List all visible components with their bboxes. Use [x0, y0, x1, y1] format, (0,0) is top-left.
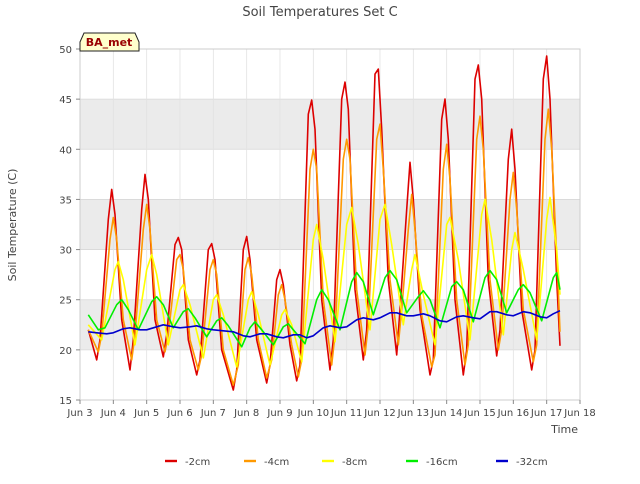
x-tick-label: Jun 3 [66, 408, 92, 419]
plot-frame [79, 48, 581, 401]
y-tick-label: 50 [59, 45, 72, 56]
series-lines [87, 55, 561, 391]
x-axis-label: Time [550, 423, 578, 436]
y-tick-label: 20 [59, 346, 72, 357]
legend-item: -4cm [244, 457, 289, 468]
background-band [80, 199, 580, 250]
y-tick-label: 35 [59, 195, 72, 206]
x-tick-label: Jun 4 [100, 408, 126, 419]
series-line-32cm [88, 309, 561, 339]
x-tick-label: Jun 17 [530, 408, 563, 419]
y-tick-label: 15 [59, 396, 72, 407]
y-tick-label: 25 [59, 296, 72, 307]
legend-label: -32cm [516, 457, 548, 468]
background-band [80, 99, 580, 150]
y-axis-label: Soil Temperature (C) [6, 169, 19, 282]
x-tick-label: Jun 14 [430, 408, 463, 419]
y-tick-label: 30 [59, 246, 72, 257]
y-tick-label: 45 [59, 95, 72, 106]
series-line-4cm [87, 108, 561, 386]
legend-item: -8cm [322, 457, 367, 468]
chart-title: Soil Temperatures Set C [242, 5, 397, 20]
axes: 15 20 25 30 35 40 45 50 Jun 3 Jun 4 Jun 5 Jun 6 Jun … [59, 45, 596, 419]
x-tick-label: Jun 18 [563, 408, 596, 419]
x-tick-label: Jun 5 [133, 408, 159, 419]
legend: -2cm -4cm -8cm -16cm -32cm [165, 457, 548, 468]
x-tick-label: Jun 9 [266, 408, 292, 419]
x-tick-label: Jun 7 [200, 408, 226, 419]
x-tick-label: Jun 13 [397, 408, 430, 419]
legend-label: -8cm [342, 457, 367, 468]
legend-item: -32cm [496, 457, 548, 468]
station-label: BA_met [86, 36, 133, 49]
x-tick-label: Jun 6 [166, 408, 192, 419]
series-line-2cm [87, 55, 561, 391]
background-bands [80, 49, 580, 400]
series-line-16cm [87, 269, 561, 348]
legend-item: -2cm [165, 457, 210, 468]
x-tick-label: Jun 11 [330, 408, 363, 419]
x-tick-label: Jun 16 [497, 408, 530, 419]
x-tick-label: Jun 15 [463, 408, 496, 419]
legend-item: -16cm [406, 457, 458, 468]
legend-label: -4cm [264, 457, 289, 468]
x-tick-label: Jun 12 [363, 408, 396, 419]
station-label-box: BA_met [79, 32, 140, 52]
y-tick-label: 40 [59, 145, 72, 156]
legend-label: -16cm [426, 457, 458, 468]
x-tick-label: Jun 8 [233, 408, 259, 419]
x-tick-label: Jun 10 [297, 408, 330, 419]
legend-label: -2cm [185, 457, 210, 468]
